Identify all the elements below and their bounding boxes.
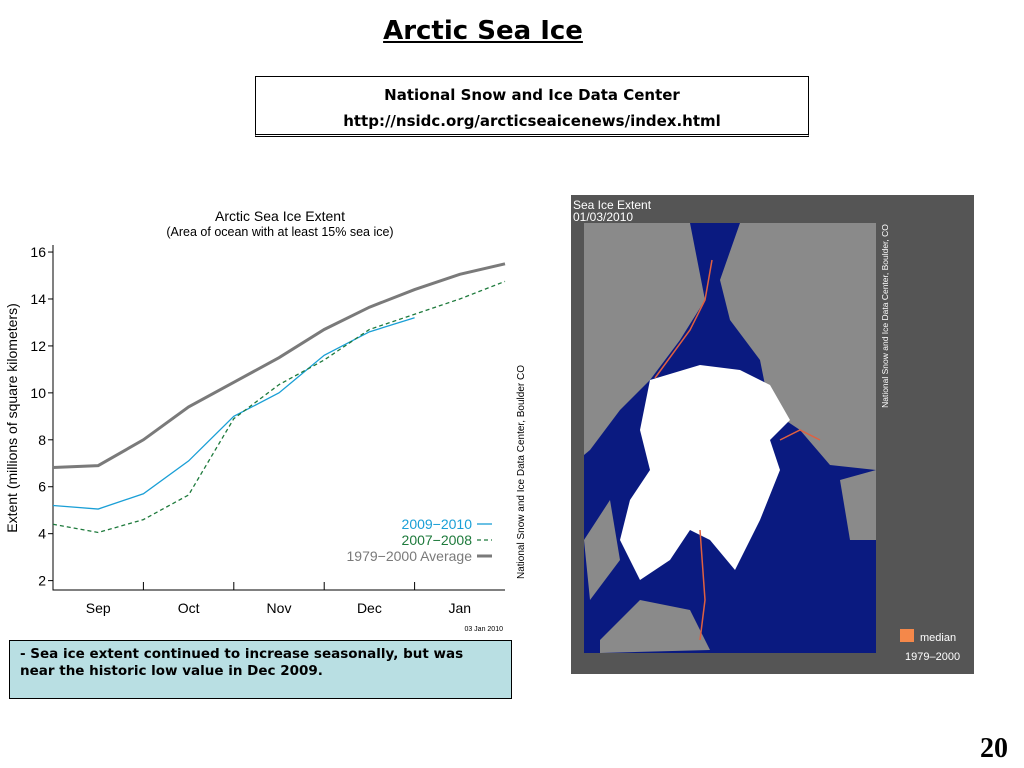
page-number: 20: [980, 733, 1008, 764]
map-legend-swatch: [900, 629, 914, 642]
caption: - Sea ice extent continued to increase s…: [9, 640, 512, 699]
x-tick-label: Sep: [86, 600, 111, 616]
x-tick-label: Dec: [357, 600, 382, 616]
map-legend-period: 1979–2000: [905, 651, 960, 663]
y-tick-label: 12: [30, 338, 46, 354]
y-tick-label: 8: [38, 432, 46, 448]
map-title: Sea Ice Extent: [573, 198, 652, 212]
map-median-line: [654, 259, 821, 641]
map-land: [584, 500, 710, 653]
map-land: [840, 470, 876, 540]
source-box: National Snow and Ice Data Center http:/…: [255, 76, 809, 137]
x-tick-label: Oct: [178, 600, 200, 616]
chart-credit: National Snow and Ice Data Center, Bould…: [516, 365, 527, 579]
y-tick-label: 4: [38, 526, 46, 542]
legend-label: 1979−2000 Average: [347, 548, 473, 564]
chart-bg: [0, 175, 540, 635]
y-tick-label: 14: [30, 291, 46, 307]
map-date: 01/03/2010: [573, 210, 633, 224]
legend-label: 2009−2010: [402, 516, 473, 532]
y-tick-label: 16: [30, 244, 46, 260]
slide-title: Arctic Sea Ice: [383, 16, 583, 46]
chart-subtitle: (Area of ocean with at least 15% sea ice…: [166, 225, 393, 239]
map-credit: National Snow and Ice Data Center, Bould…: [880, 224, 890, 408]
map-ice: [620, 365, 790, 580]
map-land: [584, 223, 705, 455]
chart-date: 03 Jan 2010: [464, 626, 503, 633]
series-line: [52, 317, 415, 510]
chart-title: Arctic Sea Ice Extent: [215, 208, 345, 224]
y-tick-label: 2: [38, 573, 46, 589]
x-tick-label: Jan: [449, 600, 472, 616]
series-line: [52, 262, 506, 469]
legend-label: 2007−2008: [402, 532, 473, 548]
x-tick-label: Nov: [267, 600, 292, 616]
map: Sea Ice Extent 01/03/2010 National Snow …: [571, 195, 974, 674]
y-tick-label: 10: [30, 385, 46, 401]
source-name: National Snow and Ice Data Center: [384, 86, 680, 104]
map-land: [720, 223, 876, 470]
series-line: [52, 280, 506, 534]
y-tick-label: 6: [38, 479, 46, 495]
map-legend-label: median: [920, 632, 956, 644]
axis-line: [52, 245, 505, 591]
source-url: http://nsidc.org/arcticseaicenews/index.…: [343, 112, 721, 130]
y-axis-label: Extent (millions of square kilometers): [4, 303, 20, 533]
